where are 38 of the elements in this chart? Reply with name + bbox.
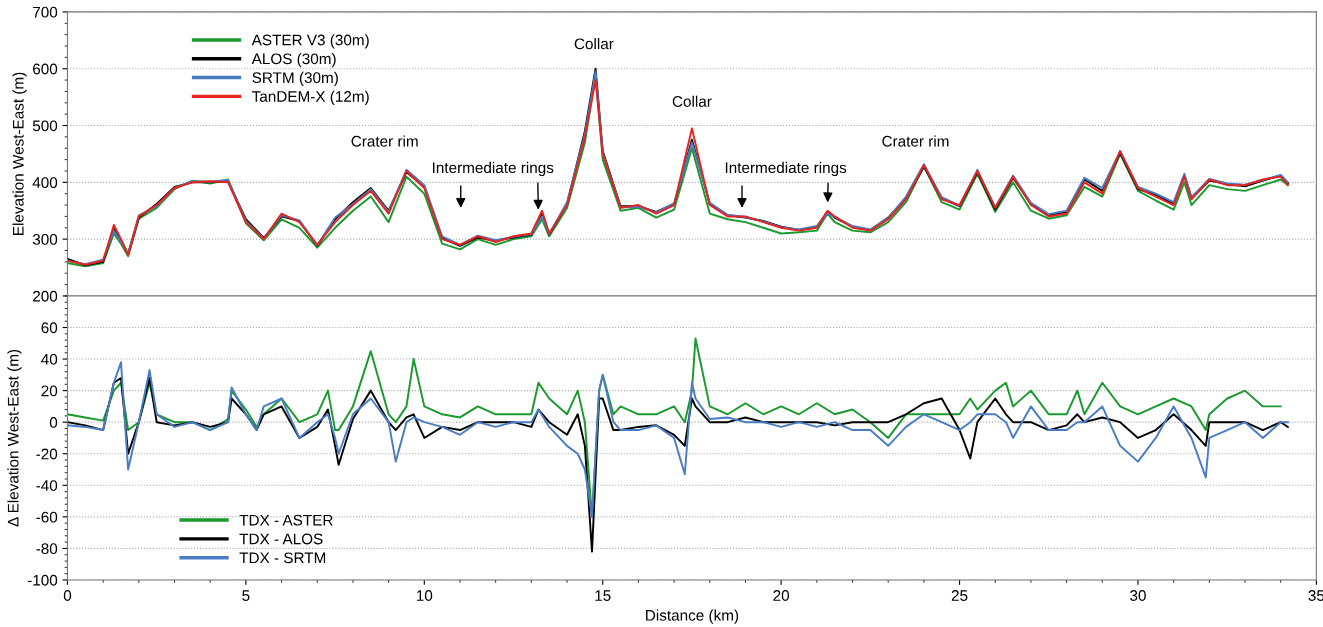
x-tick-label: 15 (595, 590, 611, 601)
legend-label: ALOS (30m) (251, 53, 336, 68)
y-tick-label: -20 (36, 448, 58, 460)
y-tick-label: -100 (27, 574, 58, 586)
x-axis-title: Distance (km) (646, 609, 739, 624)
y-tick-label: 400 (32, 177, 58, 189)
y-tick-label: -80 (36, 543, 58, 555)
legend-label: SRTM (30m) (252, 71, 338, 87)
y-tick-label: -60 (36, 511, 58, 523)
y-tick-label: -40 (36, 480, 58, 491)
y-axis-title: Δ Elevation West-East (m) (7, 349, 22, 527)
legend-label: TDX - ALOS (239, 533, 323, 545)
annotation: Crater rim (882, 135, 949, 147)
legend-label: TanDEM-X (12m) (252, 90, 369, 105)
y-tick-label: 60 (41, 322, 58, 334)
x-tick-label: 5 (242, 590, 250, 601)
x-tick-label: 30 (1130, 590, 1146, 601)
y-tick-label: 300 (32, 234, 58, 245)
y-tick-label: 200 (33, 290, 58, 302)
legend-label: TDX - ASTER (239, 514, 333, 526)
y-tick-label: 0 (49, 417, 58, 428)
x-tick-label: 25 (951, 590, 968, 601)
y-tick-label: 500 (32, 120, 58, 132)
y-axis-title: Elevation West-East (m) (12, 72, 27, 235)
x-tick-label: 10 (416, 590, 433, 601)
y-tick-label: 40 (41, 353, 58, 365)
annotation: Collar (574, 38, 614, 50)
y-tick-label: 700 (33, 6, 58, 18)
annotation: Intermediate rings (433, 161, 554, 177)
legend-label: ASTER V3 (30m) (251, 34, 369, 49)
annotation: Crater rim (351, 135, 418, 147)
annotation: Collar (672, 95, 712, 107)
x-tick-label: 0 (63, 590, 72, 601)
annotation: Intermediate rings (725, 161, 847, 177)
legend-label: TDX - SRTM (239, 552, 326, 564)
x-tick-label: 20 (773, 590, 790, 601)
y-tick-label: 600 (33, 63, 58, 75)
y-tick-label: 20 (41, 385, 58, 397)
